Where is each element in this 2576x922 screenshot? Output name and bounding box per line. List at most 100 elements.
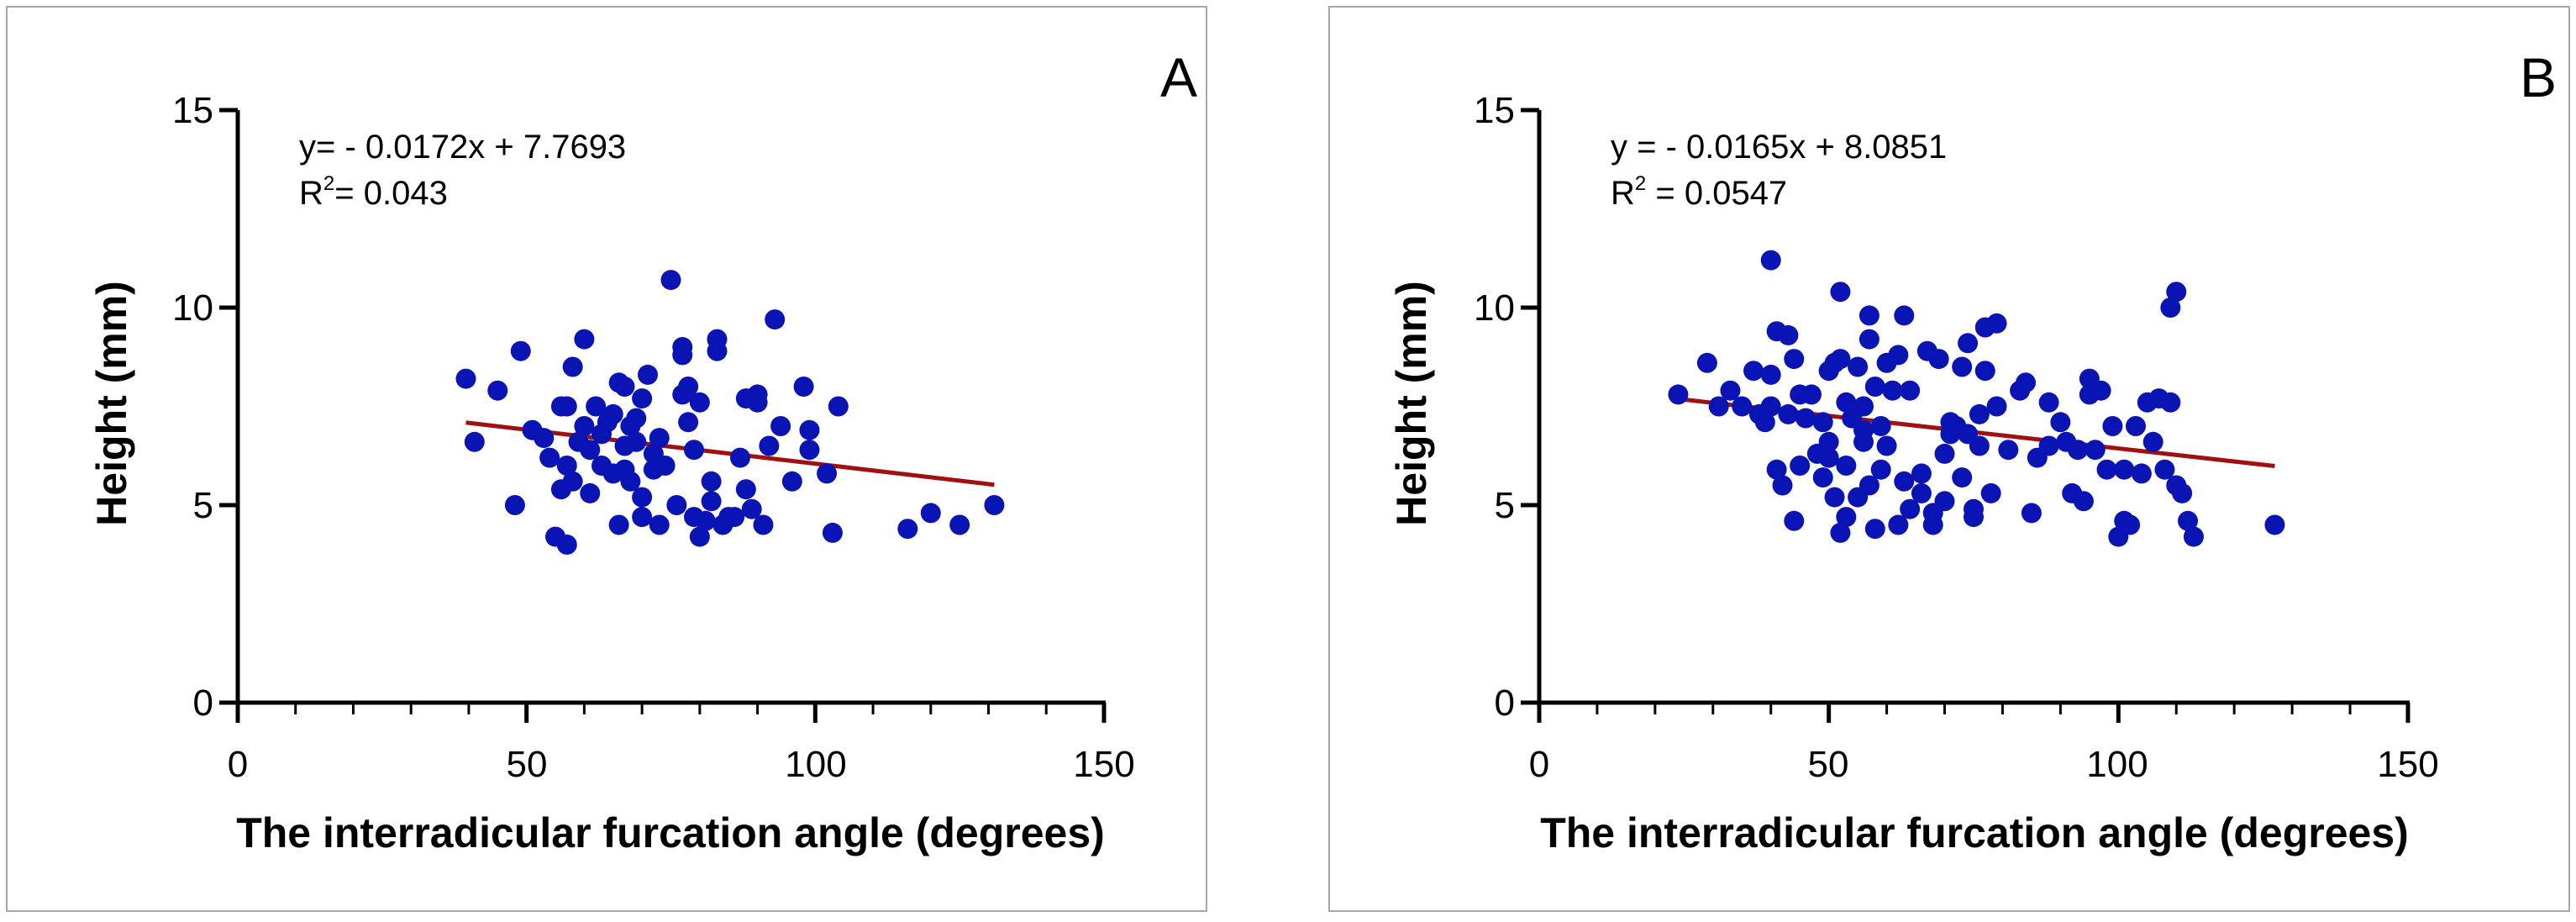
- panel-a-data-point: [672, 345, 693, 366]
- panel-a-xtick-label: 50: [507, 744, 548, 785]
- panel-b-data-point: [2154, 459, 2175, 480]
- panel-b-data-point: [2160, 298, 2181, 318]
- panel-b-data-point: [1853, 419, 1874, 440]
- panel-b-data-point: [1934, 443, 1955, 464]
- panel-b-data-point: [1818, 431, 1839, 452]
- panel-b-data-point: [2096, 459, 2117, 480]
- panel-a-data-point: [741, 498, 762, 519]
- panel-a-data-point: [822, 522, 843, 543]
- panel-a-ytick-label: 0: [193, 682, 213, 724]
- panel-b-data-point: [2021, 503, 2042, 524]
- panel-b-data-point: [1958, 333, 1979, 354]
- panel-b-data-point: [1830, 522, 1851, 543]
- panel-b-data-point: [1743, 361, 1764, 382]
- panel-b-data-point: [1934, 491, 1955, 512]
- panel-b-data-point: [1812, 412, 1833, 433]
- panel-a-data-point: [765, 309, 786, 330]
- panel-a-data-point: [781, 471, 802, 492]
- panel-a-data-point: [729, 447, 750, 468]
- panel-b-data-point: [2073, 491, 2094, 512]
- panel-a-data-point: [984, 495, 1005, 515]
- panel-a-data-point: [580, 440, 601, 461]
- panel-a-data-point: [632, 487, 653, 508]
- panel-a-data-point: [666, 495, 687, 515]
- panel-b-data-point: [1876, 435, 1897, 456]
- panel-b-data-point: [1900, 380, 1921, 401]
- panel-a-axes: [219, 108, 1107, 723]
- panel-a-data-point: [920, 503, 941, 524]
- panel-a-data-point: [626, 408, 647, 429]
- panel-a-data-point: [574, 329, 595, 350]
- panel-b-data-point: [1824, 487, 1845, 508]
- panel-b-data-point: [1882, 380, 1903, 401]
- panel-b-r2-sup: 2: [1635, 172, 1646, 195]
- panel-a-data-point: [487, 380, 508, 401]
- panel-a: 0 5 10 15 0 50 100 150 The interradicula…: [6, 6, 1207, 912]
- panel-b-letter: B: [2520, 46, 2557, 108]
- panel-a-data-point: [747, 392, 768, 413]
- panel-a-data-point: [562, 356, 583, 377]
- panel-a-data-point: [678, 377, 699, 397]
- panel-b-data-point: [1795, 408, 1816, 429]
- panel-a-data-point: [753, 514, 774, 535]
- panel-b-data-point: [1790, 456, 1811, 476]
- panel-b-data-point: [1668, 384, 1689, 405]
- panel-b-data-point: [1952, 467, 1973, 488]
- panel-b-data-point: [2142, 431, 2163, 452]
- panel-b-points-layer: [1668, 250, 2285, 547]
- panel-a-xtick-label: 0: [228, 744, 248, 785]
- panel-b-data-point: [1864, 519, 1885, 540]
- panel-b-data-point: [1974, 361, 1995, 382]
- panel-b-data-point: [2038, 435, 2059, 456]
- panel-a-data-point: [817, 463, 838, 484]
- panel-a-data-point: [562, 471, 583, 492]
- panel-b-data-point: [1870, 459, 1891, 480]
- panel-a-data-point: [759, 435, 780, 456]
- panel-b-data-point: [2102, 416, 2123, 436]
- panel-b-xtick-label: 0: [1529, 744, 1549, 785]
- panel-b-data-point: [1969, 403, 1990, 424]
- panel-b-data-point: [1696, 352, 1717, 373]
- panel-a-data-point: [620, 471, 641, 492]
- panel-a-data-point: [632, 507, 653, 528]
- panel-b-data-point: [1801, 384, 1822, 405]
- panel-b-xtick-label: 150: [2377, 744, 2438, 785]
- panel-b-data-point: [1969, 435, 1990, 456]
- panel-a-y-axis-label: Height (mm): [88, 281, 135, 526]
- panel-b-data-point: [1760, 396, 1781, 417]
- panel-b-data-point: [1818, 447, 1839, 468]
- panel-b-data-point: [1766, 459, 1787, 480]
- panel-a-data-point: [626, 431, 647, 452]
- panel-b-data-point: [2126, 416, 2147, 436]
- panel-a-data-point: [695, 510, 716, 531]
- panel-b-data-point: [1848, 356, 1869, 377]
- panel-b-data-point: [1911, 463, 1932, 484]
- panel-a-data-point: [793, 377, 814, 397]
- panel-a-data-point: [735, 479, 756, 500]
- panel-b-r2-base: R: [1611, 175, 1635, 212]
- panel-a-xtick-label: 100: [785, 744, 846, 785]
- panel-a-data-point: [689, 392, 710, 413]
- panel-b-data-point: [2068, 440, 2089, 461]
- panel-a-data-point: [455, 368, 476, 389]
- panel-b-data-point: [1911, 482, 1932, 503]
- panel-b-data-point: [2120, 514, 2141, 535]
- panel-a-data-point: [660, 270, 681, 291]
- panel-b-data-point: [1964, 507, 1984, 528]
- panel-b-axes: [1521, 108, 2410, 723]
- panel-b-data-point: [1732, 396, 1753, 417]
- panel-b-data-point: [2050, 412, 2071, 433]
- panel-b-y-axis-label: Height (mm): [1388, 281, 1435, 526]
- panel-a-data-point: [683, 440, 704, 461]
- panel-a-data-point: [649, 514, 670, 535]
- panel-a-data-point: [799, 419, 820, 440]
- panel-b-data-point: [1888, 345, 1909, 366]
- panel-b-data-point: [1830, 349, 1851, 370]
- panel-a-r2-value: = 0.043: [334, 175, 448, 212]
- panel-a-data-point: [556, 535, 577, 555]
- panel-b-data-point: [1928, 349, 1949, 370]
- panel-a-data-point: [614, 377, 635, 397]
- panel-b-data-point: [1708, 396, 1729, 417]
- panel-b-data-point: [1784, 349, 1805, 370]
- panel-b-data-point: [2172, 482, 2193, 503]
